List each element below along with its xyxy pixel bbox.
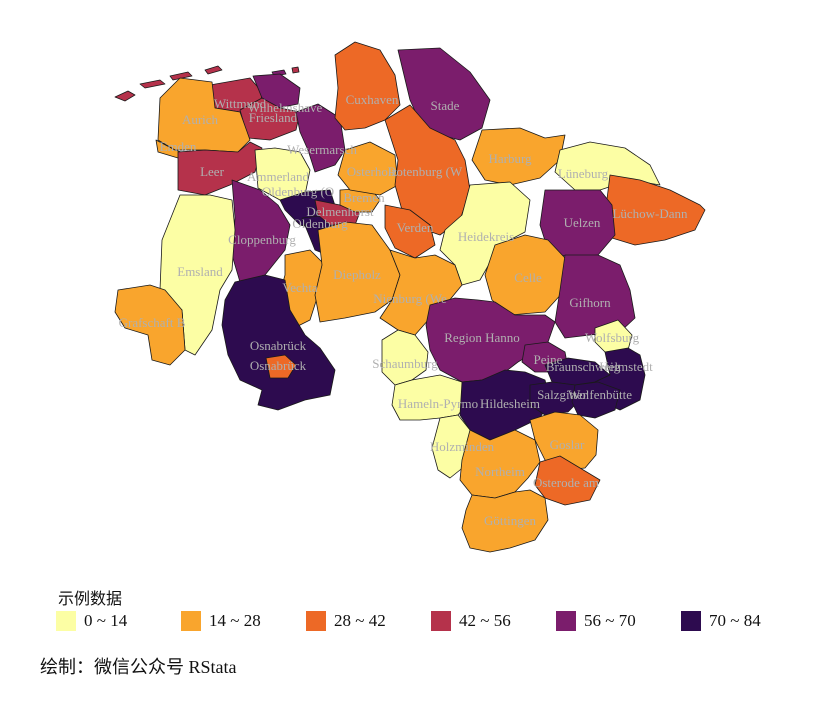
- region-shape: [539, 189, 616, 259]
- region-shape: [529, 411, 599, 471]
- region-label: Schaumburg: [372, 356, 438, 371]
- region-label: Oldenburg (O: [262, 184, 334, 199]
- region-label: Region Hanno: [444, 330, 519, 345]
- region-shape: [384, 204, 436, 259]
- region-label: Emsland: [177, 264, 223, 279]
- region-label: Goslar: [550, 437, 585, 452]
- region-label: Friesland: [249, 110, 298, 125]
- region-shape: [471, 127, 566, 186]
- region-label: Wittmund: [214, 96, 267, 111]
- region-shape: [265, 354, 297, 379]
- region-label: Lüneburg: [558, 166, 609, 181]
- region-label: Wolfenbütte: [568, 387, 632, 402]
- region-label: Oldenburg: [292, 216, 348, 231]
- region-label: Harburg: [488, 151, 532, 166]
- region-label: Göttingen: [484, 513, 536, 528]
- region-shape: [221, 274, 336, 411]
- region-shape: [337, 141, 399, 196]
- region-label: Verden: [397, 220, 434, 235]
- legend-item: 28 ~ 42: [306, 611, 431, 631]
- legend: 0 ~ 14 14 ~ 28 28 ~ 42 42 ~ 56 56 ~ 70 70 ~ 8…: [56, 611, 806, 631]
- region-label: Hameln-Pyrmo: [398, 396, 478, 411]
- caption: 绘制：微信公众号 RStata: [40, 657, 237, 677]
- region-label: Uelzen: [564, 215, 601, 230]
- region-shape: [461, 489, 549, 553]
- legend-label: 70 ~ 84: [709, 611, 761, 630]
- region-shape: [381, 329, 429, 386]
- region-label: Vechta: [282, 280, 318, 295]
- region-label: Osnabrück: [250, 338, 307, 353]
- region-shape: [254, 147, 311, 201]
- region-label: Braunschweig: [546, 359, 621, 374]
- island-shape: [139, 79, 166, 89]
- region-label: Osterode am: [533, 475, 599, 490]
- region-label: Gifhorn: [569, 295, 611, 310]
- region-label: Peine: [534, 352, 563, 367]
- island-shape: [114, 90, 136, 102]
- region-label: Ammerland: [247, 169, 310, 184]
- legend-label: 42 ~ 56: [459, 611, 511, 630]
- legend-swatch: [431, 611, 451, 631]
- region-label: Wolfsburg: [585, 330, 640, 345]
- region-label: Cuxhaven: [346, 92, 399, 107]
- region-label: Leer: [200, 164, 224, 179]
- region-shape: [571, 381, 621, 419]
- region-label: Hildesheim: [480, 396, 540, 411]
- island-shape: [204, 65, 223, 75]
- legend-item: 56 ~ 70: [556, 611, 681, 631]
- legend-item: 70 ~ 84: [681, 611, 806, 631]
- region-label: Northeim: [475, 464, 525, 479]
- region-label: Emden: [160, 139, 197, 154]
- region-label: Aurich: [182, 112, 219, 127]
- legend-item: 0 ~ 14: [56, 611, 181, 631]
- legend-swatch: [56, 611, 76, 631]
- legend-swatch: [181, 611, 201, 631]
- region-shape: [534, 455, 601, 506]
- region-shape: [459, 429, 541, 499]
- region-label: Diepholz: [333, 267, 381, 282]
- region-label: Cloppenburg: [228, 232, 296, 247]
- legend-label: 28 ~ 42: [334, 611, 386, 630]
- legend-label: 56 ~ 70: [584, 611, 636, 630]
- region-label: Heidekreis: [458, 229, 514, 244]
- island-shape: [291, 66, 300, 74]
- legend-label: 0 ~ 14: [84, 611, 128, 630]
- legend-item: 42 ~ 56: [431, 611, 556, 631]
- region-label: Holzminden: [430, 439, 495, 454]
- legend-swatch: [556, 611, 576, 631]
- region-shape: [295, 103, 346, 173]
- region-label: Celle: [514, 270, 542, 285]
- region-shape: [314, 221, 401, 323]
- region-label: Salzgitter: [537, 387, 587, 402]
- legend-item: 14 ~ 28: [181, 611, 306, 631]
- island-shape: [169, 71, 193, 81]
- region-label: Lüchow-Dann: [612, 206, 688, 221]
- legend-swatch: [681, 611, 701, 631]
- region-shape: [439, 181, 531, 286]
- legend-label: 14 ~ 28: [209, 611, 261, 630]
- region-label: Osnabrück: [250, 358, 307, 373]
- legend-title: 示例数据: [58, 591, 123, 608]
- region-label: Nienburg (We: [373, 291, 447, 306]
- region-shape: [114, 284, 186, 366]
- region-label: Wesermarsch: [287, 142, 357, 157]
- region-label: Stade: [431, 98, 460, 113]
- legend-swatch: [306, 611, 326, 631]
- region-label: Delmenhorst: [306, 204, 374, 219]
- region-label: Helmstedt: [599, 359, 653, 374]
- region-label: Grafschaft B: [119, 315, 186, 330]
- region-label: Bremen: [343, 190, 385, 205]
- region-shape: [484, 234, 566, 316]
- region-label: Wilhelmshave: [248, 100, 323, 115]
- region-label: Rotenburg (W: [388, 164, 463, 179]
- region-label: Osterholz: [347, 164, 398, 179]
